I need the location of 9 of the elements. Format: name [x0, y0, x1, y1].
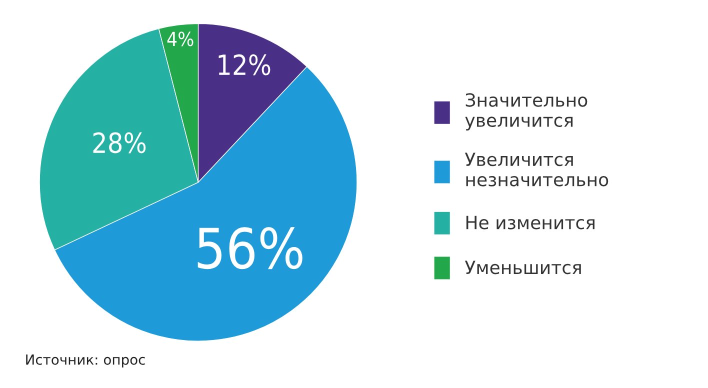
- legend-label: Уменьшится: [464, 260, 581, 274]
- data-label: 12%: [218, 54, 270, 76]
- text: Источник: опрос: [26, 354, 145, 368]
- legend-label: Не изменится: [466, 216, 594, 230]
- data-label: 4%: [167, 32, 194, 46]
- legend-label: Значительно увеличится: [465, 93, 588, 131]
- data-label: 56%: [198, 227, 302, 270]
- data-label: 28%: [93, 132, 146, 154]
- legend-label: Увеличится незначительно: [464, 152, 608, 186]
